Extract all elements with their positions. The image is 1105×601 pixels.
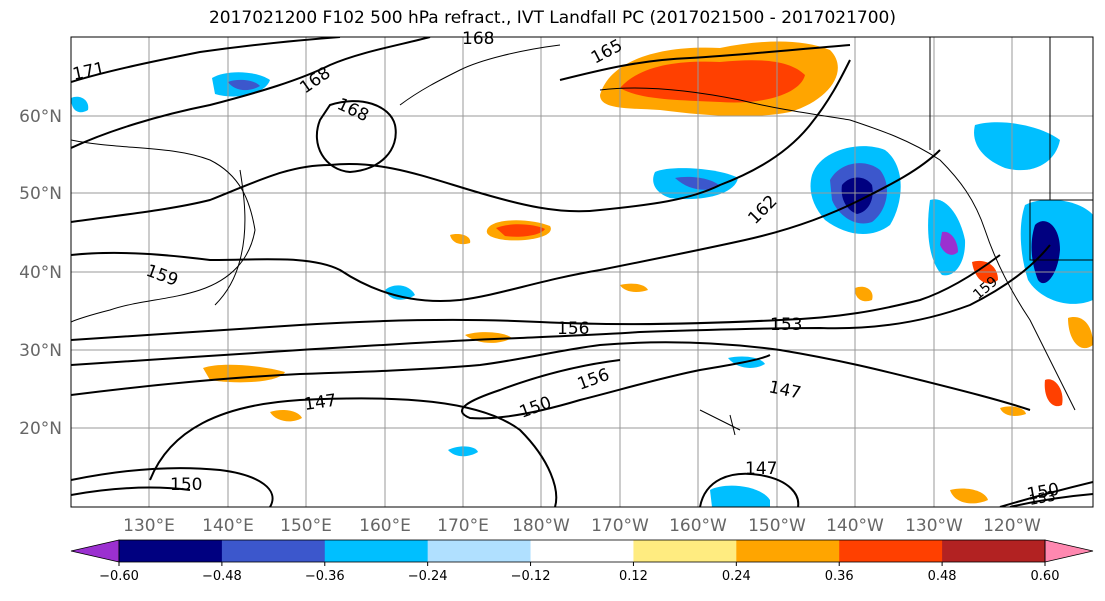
colorbar-segment xyxy=(119,540,223,562)
lon-label: 140°E xyxy=(202,516,254,536)
colorbar-tick-label: −0.48 xyxy=(202,569,242,584)
lon-label: 180°W xyxy=(512,516,570,536)
colorbar-tick-label: −0.12 xyxy=(511,569,551,584)
colorbar-extend-min xyxy=(70,539,120,563)
colorbar-segment xyxy=(530,540,634,562)
latitude-labels: 60°N 50°N 40°N 30°N 20°N xyxy=(19,107,62,439)
positive-anomaly-region xyxy=(203,364,285,383)
colorbar-tick-label: 0.48 xyxy=(928,569,957,584)
colorbar-ticks: −0.60 −0.48 −0.36 −0.24 −0.12 0.12 0.24 … xyxy=(99,569,1059,584)
colorbar-tick-label: −0.60 xyxy=(99,569,139,584)
colorbar-extend-max xyxy=(1044,539,1094,563)
lat-label: 30°N xyxy=(19,341,62,361)
lat-label: 20°N xyxy=(19,419,62,439)
lon-label: 170°E xyxy=(437,516,489,536)
positive-anomaly-region xyxy=(1000,406,1026,416)
contour-label: 153 xyxy=(770,315,802,335)
colorbar-segment xyxy=(633,540,737,562)
positive-anomaly-region xyxy=(1068,317,1093,349)
lon-label: 170°W xyxy=(591,516,649,536)
lon-label: 160°W xyxy=(669,516,727,536)
lon-label: 120°W xyxy=(983,516,1041,536)
lon-label: 150°W xyxy=(748,516,806,536)
lat-label: 40°N xyxy=(19,263,62,283)
negative-anomaly-region xyxy=(710,485,770,507)
lon-label: 160°E xyxy=(359,516,411,536)
colorbar-tick-label: 0.36 xyxy=(825,569,854,584)
height-contours xyxy=(71,37,1093,507)
colorbar-segment xyxy=(942,540,1046,562)
negative-anomaly-region xyxy=(1031,221,1060,284)
lon-label: 130°E xyxy=(123,516,175,536)
colorbar-tick-label: −0.24 xyxy=(408,569,448,584)
contour-labels: 171 168 168 165 168 162 159 156 153 156 … xyxy=(71,29,1061,509)
colorbar-outline xyxy=(118,539,1046,563)
colorbar-tick-label: 0.60 xyxy=(1031,569,1060,584)
colorbar-tick-label: 0.12 xyxy=(619,569,648,584)
graticule xyxy=(71,37,1093,507)
contour-label: 147 xyxy=(745,459,777,479)
colorbar-tick-label: −0.36 xyxy=(305,569,345,584)
positive-anomaly-region xyxy=(620,60,805,103)
contour-label: 168 xyxy=(462,29,494,49)
colorbar-segment xyxy=(324,540,429,562)
lat-label: 60°N xyxy=(19,107,62,127)
negative-anomaly-region xyxy=(228,79,260,91)
map-title: 2017021200 F102 500 hPa refract., IVT La… xyxy=(208,8,896,28)
lon-label: 130°W xyxy=(905,516,963,536)
positive-anomaly-region xyxy=(854,286,873,302)
colorbar-segment xyxy=(736,540,840,562)
negative-anomaly-region xyxy=(974,122,1060,171)
lon-label: 150°E xyxy=(280,516,332,536)
positive-anomaly-region xyxy=(270,410,302,422)
lat-label: 50°N xyxy=(19,184,62,204)
colorbar-tick-label: 0.24 xyxy=(722,569,751,584)
negative-anomaly-region xyxy=(71,96,89,113)
colorbar: −0.60 −0.48 −0.36 −0.24 −0.12 0.12 0.24 … xyxy=(70,539,1094,584)
contour-label: 147 xyxy=(303,391,338,415)
contour-label: 153 xyxy=(1028,489,1057,509)
positive-anomaly-region xyxy=(950,488,988,504)
colorbar-segments xyxy=(70,539,1094,566)
negative-anomaly-region xyxy=(940,231,958,255)
contour-label: 156 xyxy=(557,319,589,339)
positive-anomaly-region xyxy=(496,224,545,237)
colorbar-segment xyxy=(221,540,326,562)
positive-anomaly-region xyxy=(450,233,471,245)
positive-anomaly-region xyxy=(620,283,648,293)
longitude-labels: 130°E 140°E 150°E 160°E 170°E 180°W 170°… xyxy=(123,516,1041,536)
lon-label: 140°W xyxy=(826,516,884,536)
plot-border xyxy=(70,36,1094,508)
coastlines xyxy=(71,37,1093,436)
negative-anomaly-region xyxy=(385,285,415,300)
positive-anomaly-region xyxy=(1044,379,1063,407)
colorbar-segment xyxy=(839,540,943,562)
contour-label: 150 xyxy=(170,475,202,495)
colorbar-segment xyxy=(427,540,532,562)
